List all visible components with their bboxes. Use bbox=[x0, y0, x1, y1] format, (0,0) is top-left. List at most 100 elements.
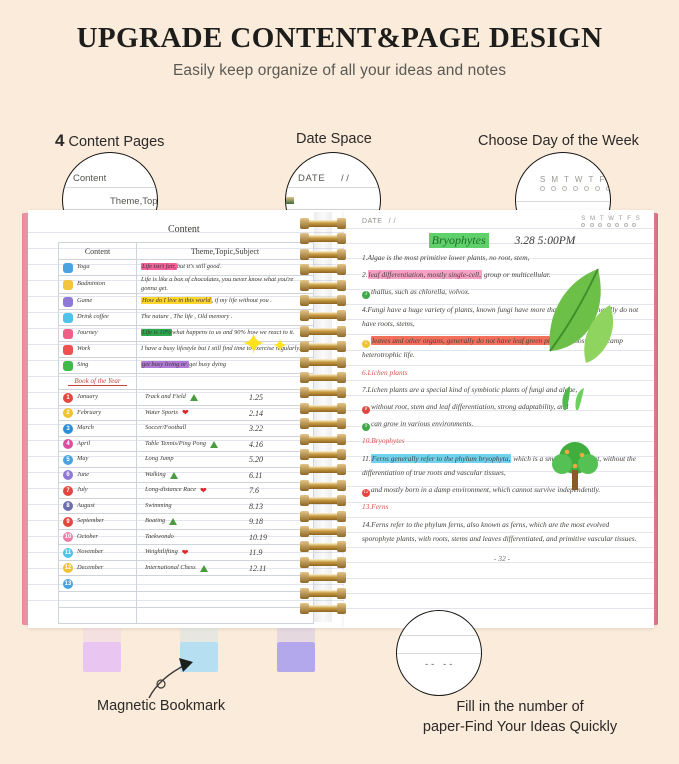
note-text: Ferns bbox=[371, 502, 389, 512]
ruled-line bbox=[344, 273, 654, 275]
week-day-letter: T bbox=[599, 216, 604, 222]
month-number-badge: 12 bbox=[63, 563, 73, 574]
ruled-line bbox=[344, 486, 654, 488]
ruled-line bbox=[344, 440, 654, 442]
content-label: Work bbox=[77, 345, 91, 353]
month-number-badge: 8 bbox=[63, 501, 73, 512]
yoga-icon bbox=[63, 262, 73, 273]
callout-label-content-pages: 4 Content Pages bbox=[55, 131, 164, 151]
note-number: 11. bbox=[362, 453, 371, 463]
spiral-ring bbox=[300, 587, 346, 599]
week-day-circle[interactable] bbox=[573, 186, 578, 191]
ruled-line bbox=[344, 547, 654, 549]
bookmark-blue-upper bbox=[180, 628, 218, 642]
spiral-ring bbox=[300, 372, 346, 383]
content-pages-text: Content Pages bbox=[68, 134, 165, 150]
content-table: Content Theme,Topic,Subject Yoga Life isn… bbox=[58, 242, 314, 624]
ruled-line bbox=[344, 258, 654, 260]
week-day-circle[interactable] bbox=[615, 223, 620, 227]
week-day-letter: F bbox=[627, 216, 632, 222]
right-page-date-row[interactable]: DATE / / bbox=[362, 218, 642, 225]
spiral-ring bbox=[300, 402, 346, 414]
week-day-letter: S bbox=[635, 216, 640, 222]
month-date: 4.16 bbox=[249, 439, 263, 449]
note-number: 2. bbox=[362, 270, 368, 280]
week-day-letter: S bbox=[540, 175, 546, 184]
callout-label-date-space: Date Space bbox=[296, 131, 372, 147]
badminton-icon bbox=[63, 279, 73, 290]
spiral-ring bbox=[300, 464, 346, 476]
theme-text: Life is like a box of chocolates, you ne… bbox=[141, 276, 294, 292]
month-date: 11.9 bbox=[249, 548, 263, 558]
ruled-line bbox=[344, 288, 654, 290]
month-date: 2.14 bbox=[249, 408, 263, 418]
ruled-line bbox=[344, 501, 654, 503]
spiral-ring bbox=[300, 572, 346, 584]
theme-text: Life is 10%what happens to us and 90% ho… bbox=[141, 329, 295, 337]
week-day-circle[interactable] bbox=[632, 223, 637, 227]
sport-label: Water Sports bbox=[145, 408, 178, 416]
note-highlight: leaves and other organs, generally do no… bbox=[371, 336, 571, 346]
week-day-circle[interactable] bbox=[581, 223, 586, 227]
table-row-empty bbox=[58, 606, 314, 624]
month-number-badge: 3 bbox=[63, 423, 73, 434]
ruled-line bbox=[344, 592, 654, 594]
ruled-line bbox=[344, 410, 654, 412]
month-label: June bbox=[77, 470, 90, 478]
week-day-letter: T bbox=[564, 175, 569, 184]
note-text: can grow in various environments. bbox=[371, 419, 474, 429]
magnifier-spiral-ring bbox=[286, 197, 294, 204]
month-row: 3 March Soccer/Football 3.22 bbox=[58, 420, 314, 437]
week-day-circle[interactable] bbox=[589, 223, 594, 227]
week-day-circle[interactable] bbox=[562, 186, 567, 191]
ruled-line bbox=[344, 425, 654, 427]
note-text: Bryophytes bbox=[371, 436, 405, 446]
note-text: without root, stem and leaf differentiat… bbox=[371, 401, 569, 411]
note-line: 14.Ferns refer to the phylum ferns, also… bbox=[362, 518, 642, 546]
week-day-circle[interactable] bbox=[595, 186, 600, 191]
week-day-letter: W bbox=[608, 216, 615, 222]
note-text: Ferns refer to the phylum ferns, also kn… bbox=[362, 519, 637, 543]
bookmark-pointer-arrow-icon bbox=[148, 658, 193, 699]
month-number-badge: 1 bbox=[63, 392, 73, 403]
week-day-circle[interactable] bbox=[598, 223, 603, 227]
spiral-ring bbox=[300, 233, 346, 245]
spiral-ring bbox=[300, 248, 346, 260]
note-line: 3 thallus, such as chlorella, volvox. bbox=[362, 285, 642, 300]
bookmark-purple[interactable] bbox=[277, 642, 315, 672]
week-day-circle[interactable] bbox=[584, 186, 589, 191]
notebook-page-left: Content Content Theme,Topic,Subject Yoga… bbox=[28, 210, 344, 628]
bookmark-purple-upper bbox=[277, 628, 315, 642]
ruled-line bbox=[344, 319, 654, 321]
week-day-circles[interactable] bbox=[581, 223, 640, 227]
note-line: 9 can grow in various environments. bbox=[362, 417, 642, 431]
work-icon bbox=[63, 344, 73, 355]
table-header-content: Content bbox=[58, 242, 137, 260]
week-day-letter: M bbox=[551, 175, 559, 184]
week-day-circle[interactable] bbox=[623, 223, 628, 227]
week-day-circle[interactable] bbox=[606, 186, 610, 191]
note-line: 2.leaf differentiation, mostly single-ce… bbox=[362, 268, 642, 282]
table-row: Yoga Life isn't fair,but it's still good. bbox=[58, 259, 314, 276]
week-day-circle[interactable] bbox=[606, 223, 611, 227]
bookmark-pink-upper bbox=[83, 628, 121, 642]
table-row: Drink coffee The nature , The life , Old … bbox=[58, 309, 314, 327]
sport-label: Walking bbox=[145, 470, 166, 478]
fill-number-line1: Fill in the number of bbox=[456, 699, 584, 715]
note-number: 1. bbox=[362, 253, 368, 262]
week-day-circle[interactable] bbox=[551, 186, 556, 191]
coffee-icon bbox=[63, 312, 73, 323]
spiral-binding bbox=[300, 212, 346, 622]
note-highlight: leaf differentiation, mostly single-cell… bbox=[367, 270, 482, 280]
month-number-badge: 9 bbox=[63, 516, 73, 527]
content-label: Badminton bbox=[77, 280, 106, 288]
note-text: and mostly born in a damp environment, w… bbox=[371, 485, 601, 495]
bookmark-pink[interactable] bbox=[83, 642, 121, 672]
date-slashes: / / bbox=[388, 218, 397, 225]
week-day-circle[interactable] bbox=[540, 186, 545, 191]
month-date: 12.11 bbox=[249, 563, 267, 573]
month-label: October bbox=[77, 532, 98, 540]
ruled-line bbox=[344, 380, 654, 381]
